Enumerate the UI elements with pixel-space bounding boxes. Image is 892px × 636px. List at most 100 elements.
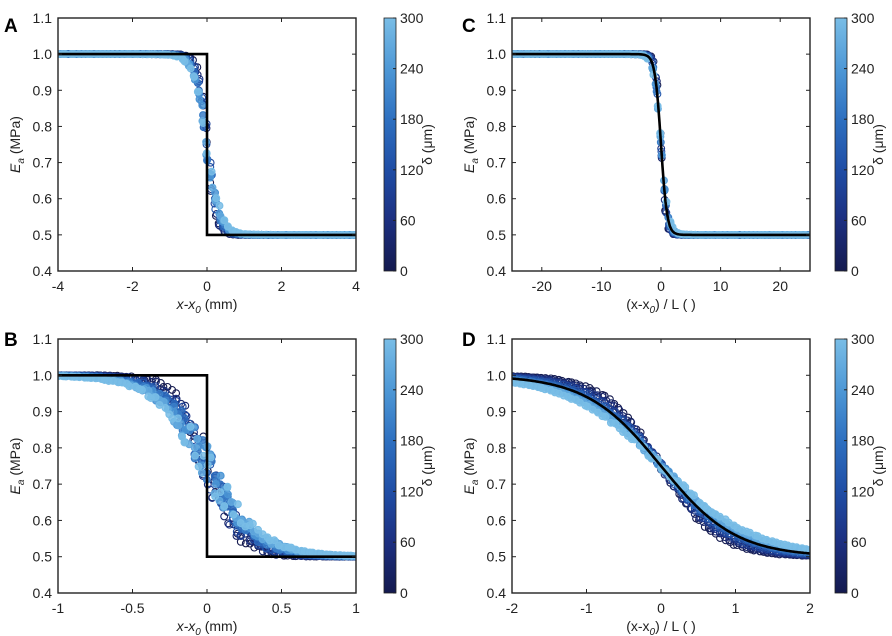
y-tick-label: 0.6 <box>33 512 53 528</box>
step-line <box>58 374 356 558</box>
data-point <box>193 87 202 96</box>
x-tick-label: 0 <box>657 278 665 294</box>
data-point <box>233 500 242 509</box>
y-tick-label: 0.5 <box>33 549 53 565</box>
data-point <box>190 72 199 81</box>
y-tick-label: 0.8 <box>33 118 53 134</box>
colorbar-tick-label: 300 <box>851 10 875 26</box>
x-tick-label: 2 <box>278 278 286 294</box>
y-tick-label: 0.7 <box>33 155 53 171</box>
colorbar-tick-label: 60 <box>851 534 867 550</box>
colorbar-tick-label: 300 <box>400 10 424 26</box>
y-tick-label: 0.7 <box>487 155 507 171</box>
colorbar-tick-label: 240 <box>851 61 875 77</box>
data-point <box>180 57 189 66</box>
plot-area <box>512 372 810 560</box>
colorbar <box>834 17 848 272</box>
colorbar-tick-label: 120 <box>851 162 875 178</box>
x-tick-label: 0 <box>203 600 211 616</box>
y-axis-label: Ea (MPa) <box>461 438 481 495</box>
y-tick-label: 1.0 <box>33 367 53 383</box>
data-point <box>212 194 221 203</box>
x-tick-label: 1 <box>732 600 740 616</box>
data-point <box>180 438 189 447</box>
fit-line <box>512 52 810 237</box>
colorbar-tick-label: 120 <box>400 162 424 178</box>
y-tick-label: 1.0 <box>487 46 507 62</box>
step-line <box>58 52 356 237</box>
data-point <box>207 167 216 176</box>
data-point <box>155 400 164 409</box>
x-tick-label: 4 <box>352 278 360 294</box>
data-point <box>208 183 217 192</box>
colorbar-tick-label: 240 <box>851 382 875 398</box>
colorbar-tick-label: 180 <box>851 111 875 127</box>
y-axis-label: Ea (MPa) <box>7 438 27 495</box>
colorbar-tick-label: 0 <box>851 585 859 601</box>
data-point <box>681 483 690 492</box>
y-tick-label: 0.8 <box>487 118 507 134</box>
y-tick-label: 0.7 <box>487 476 507 492</box>
data-point <box>186 422 195 431</box>
x-axis-label: x-x0 (mm) <box>176 296 238 316</box>
colorbar-tick-label: 60 <box>400 534 416 550</box>
x-tick-label: -0.5 <box>120 600 144 616</box>
data-point <box>227 497 236 506</box>
data-point <box>211 480 220 488</box>
x-tick-label: 10 <box>713 278 729 294</box>
data-point <box>248 519 257 528</box>
y-tick-label: 1.1 <box>487 331 507 347</box>
colorbar-tick-label: 120 <box>851 483 875 499</box>
y-tick-label: 0.9 <box>487 82 507 98</box>
data-point <box>194 462 203 471</box>
plot-area <box>58 50 356 239</box>
data-point <box>198 101 207 110</box>
colorbar-tick-label: 60 <box>400 212 416 228</box>
x-tick-label: 0.5 <box>272 600 292 616</box>
data-point <box>216 488 225 497</box>
y-tick-label: 1.1 <box>33 331 53 347</box>
colorbar <box>383 17 397 272</box>
colorbar-tick-label: 240 <box>400 61 424 77</box>
y-tick-label: 0.6 <box>487 512 507 528</box>
y-tick-label: 0.8 <box>33 440 53 456</box>
colorbar <box>383 338 397 594</box>
colorbar-label: δ (μm) <box>870 446 886 487</box>
data-point <box>601 412 610 421</box>
colorbar-tick-label: 180 <box>400 433 424 449</box>
data-point <box>585 383 594 392</box>
data-point <box>186 64 195 73</box>
y-tick-label: 0.4 <box>33 263 53 279</box>
x-tick-label: -20 <box>532 278 552 294</box>
y-tick-label: 1.1 <box>33 10 53 26</box>
colorbar <box>834 338 848 594</box>
x-tick-label: -2 <box>126 278 139 294</box>
data-point <box>220 216 229 225</box>
data-point <box>220 502 229 511</box>
data-point <box>216 471 225 480</box>
plot-area <box>512 50 810 239</box>
y-tick-label: 0.4 <box>487 263 507 279</box>
colorbar-label: δ (μm) <box>419 124 435 165</box>
colorbar-tick-label: 60 <box>851 212 867 228</box>
x-tick-label: 2 <box>806 600 814 616</box>
panel-d: D -2 -1 0 1 2 0.4 0.5 0.6 0.7 0.8 0.9 1.0 1.1 (x-x0) /… <box>461 330 886 636</box>
panel-a: A -4 -2 0 2 4 0.4 0.5 0.6 0.7 0.8 0.9 1.0 1.1 x-x0 (mm… <box>4 10 435 316</box>
data-point <box>197 468 206 477</box>
colorbar-tick-label: 0 <box>400 585 408 601</box>
data-point <box>223 490 232 499</box>
x-tick-label: 0 <box>203 278 211 294</box>
y-axis-label: Ea (MPa) <box>461 116 481 173</box>
y-tick-label: 0.6 <box>33 191 53 207</box>
x-tick-label: 20 <box>772 278 788 294</box>
y-tick-label: 0.4 <box>33 585 53 601</box>
y-tick-label: 0.6 <box>487 191 507 207</box>
panel-letter: C <box>462 16 476 37</box>
y-axis-label: Ea (MPa) <box>7 116 27 173</box>
data-point <box>161 404 170 412</box>
data-point <box>270 536 279 545</box>
y-tick-label: 0.9 <box>487 404 507 420</box>
colorbar-tick-label: 300 <box>400 331 424 347</box>
x-tick-label: -2 <box>506 600 519 616</box>
y-tick-label: 0.5 <box>33 227 53 243</box>
